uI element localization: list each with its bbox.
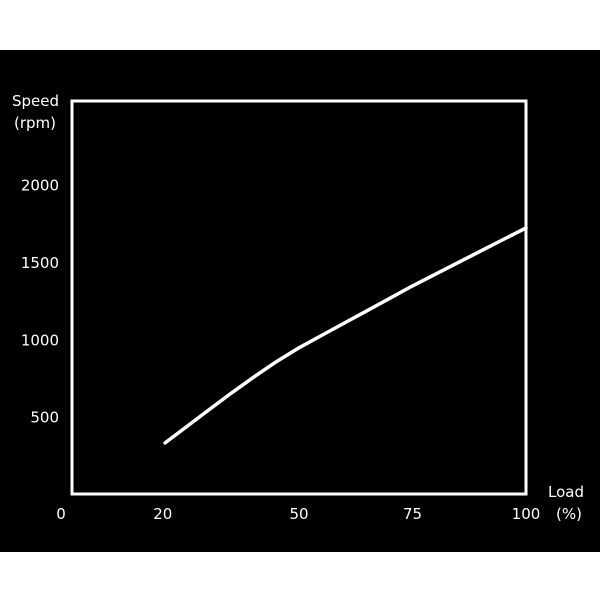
x-tick-label: 50 [289, 505, 308, 523]
y-tick-label: 1000 [21, 331, 59, 349]
x-tick-label: 20 [153, 505, 172, 523]
plot-frame [70, 99, 528, 496]
x-axis-label-line2: (%) [556, 505, 582, 523]
chart-background [0, 50, 600, 552]
x-axis-label-line1: Load [548, 483, 584, 501]
x-tick-labels: 0 20 50 75 100 [56, 505, 540, 523]
y-tick-label: 1500 [21, 254, 59, 272]
grid-lines [74, 183, 524, 418]
series-layer [163, 226, 528, 445]
y-tick-labels: 500 1000 1500 2000 [21, 177, 59, 427]
x-tick-label: 100 [512, 505, 541, 523]
y-tick-label: 2000 [21, 177, 59, 195]
x-tick-label: 75 [403, 505, 422, 523]
y-axis-label-line1: Speed [12, 92, 59, 110]
y-tick-label: 500 [30, 409, 59, 427]
x-tick-label: 0 [56, 505, 66, 523]
series-line [163, 226, 528, 445]
y-axis-label-line2: (rpm) [14, 114, 56, 132]
